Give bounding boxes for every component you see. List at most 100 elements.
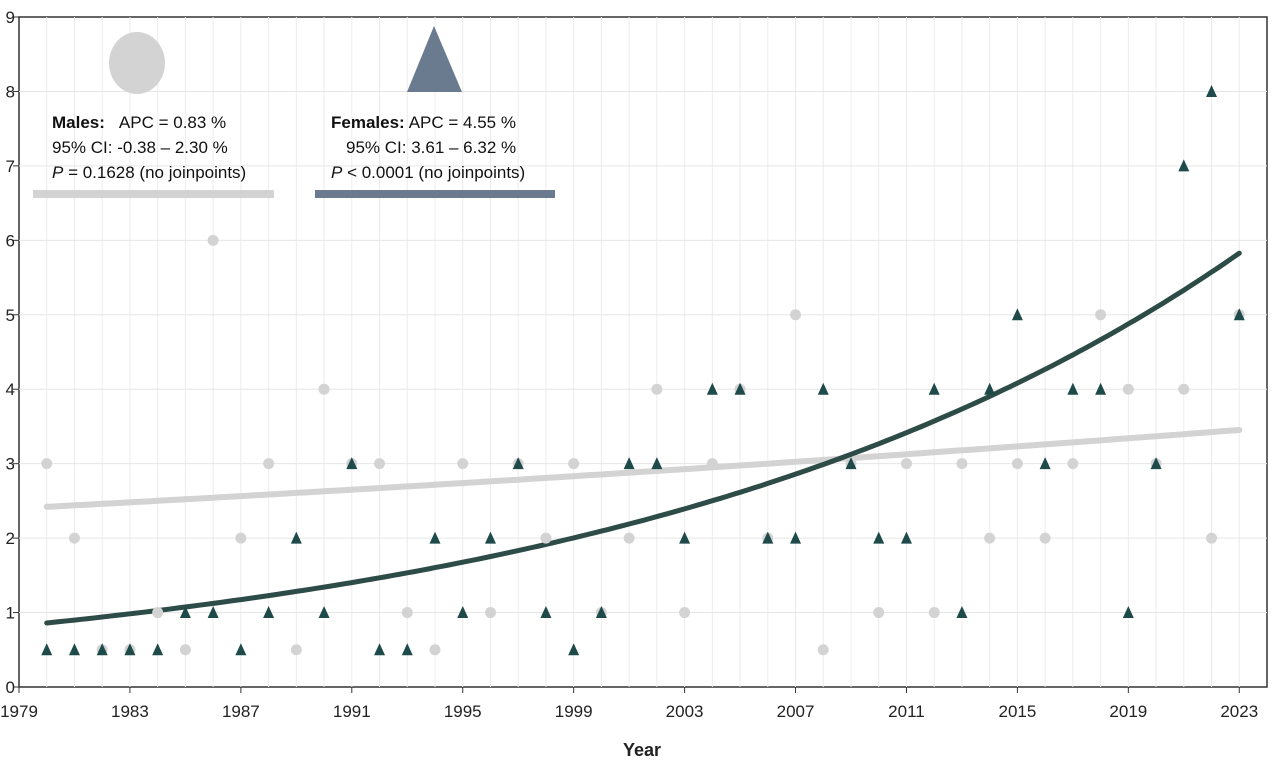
- point-females: [1233, 308, 1245, 321]
- point-males: [1178, 383, 1190, 395]
- grid: [19, 17, 1267, 687]
- x-tick-label: 1995: [444, 702, 482, 721]
- point-males: [152, 607, 164, 619]
- point-males: [706, 458, 718, 470]
- point-males: [484, 607, 496, 619]
- point-females: [346, 457, 358, 470]
- point-females: [900, 531, 912, 544]
- y-tick-label: 0: [6, 678, 15, 697]
- point-females: [984, 382, 996, 395]
- point-females: [706, 382, 718, 395]
- point-females: [484, 531, 496, 544]
- point-males: [651, 383, 663, 395]
- point-males: [540, 532, 552, 544]
- legend-males-ci: 95% CI: -0.38 – 2.30 %: [52, 138, 228, 157]
- x-tick-label: 1987: [222, 702, 260, 721]
- y-tick-label: 8: [6, 82, 15, 101]
- point-males: [374, 458, 386, 470]
- point-females: [290, 531, 302, 544]
- legend-males-p-letter: P: [52, 163, 64, 182]
- legend-males-label: Males:: [52, 113, 105, 132]
- point-males: [457, 458, 469, 470]
- point-females: [651, 457, 663, 470]
- y-tick-label: 3: [6, 455, 15, 474]
- point-females: [457, 606, 469, 619]
- point-females: [263, 606, 275, 619]
- point-females: [762, 531, 774, 544]
- point-females: [235, 643, 247, 656]
- x-tick-label: 2007: [777, 702, 815, 721]
- data-points: [41, 84, 1245, 656]
- point-males: [928, 607, 940, 619]
- point-males: [179, 644, 191, 656]
- point-males: [68, 532, 80, 544]
- point-females: [956, 606, 968, 619]
- point-females: [928, 382, 940, 395]
- point-females: [873, 531, 885, 544]
- point-females: [41, 643, 53, 656]
- y-tick-label: 7: [6, 157, 15, 176]
- point-females: [429, 531, 441, 544]
- x-tick-label: 1983: [111, 702, 149, 721]
- trend-line-males: [43, 427, 1243, 510]
- point-males: [1206, 532, 1218, 544]
- point-males: [956, 458, 968, 470]
- point-females: [540, 606, 552, 619]
- legend-females-triangle-symbol: [407, 26, 462, 92]
- point-males: [679, 607, 691, 619]
- point-males: [1122, 383, 1134, 395]
- point-females: [1095, 382, 1107, 395]
- x-tick-label: 2003: [666, 702, 704, 721]
- point-females: [152, 643, 164, 656]
- point-males: [290, 644, 302, 656]
- point-females: [512, 457, 524, 470]
- legend-females-apc: APC = 4.55 %: [409, 113, 516, 132]
- x-tick-label: 1979: [0, 702, 38, 721]
- point-males: [401, 607, 413, 619]
- plot-area: [18, 16, 1268, 688]
- legend-females-label: Females:: [331, 113, 405, 132]
- legend-females-line-swatch: [315, 190, 555, 198]
- y-tick-label: 4: [6, 380, 15, 399]
- y-axis-ticks: 0 1 2 3 4 5 6 7 8 9: [6, 8, 19, 697]
- point-females: [318, 606, 330, 619]
- point-males: [207, 234, 219, 246]
- x-tick-label: 2019: [1109, 702, 1147, 721]
- legend-males: Males: APC = 0.83 % 95% CI: -0.38 – 2.30 …: [33, 32, 274, 198]
- legend-males-pvalue-line: P = 0.1628 (no joinpoints): [52, 163, 246, 182]
- point-males: [41, 458, 53, 470]
- x-tick-label: 2011: [888, 702, 925, 721]
- legend-males-p-value: = 0.1628 (no joinpoints): [63, 163, 246, 182]
- legend-males-apc: APC = 0.83 %: [119, 113, 226, 132]
- point-males: [1039, 532, 1051, 544]
- point-females: [374, 643, 386, 656]
- trend-line-females: [44, 250, 1242, 626]
- point-males: [568, 458, 580, 470]
- y-tick-label: 6: [6, 231, 15, 250]
- legend-females-line1: Females: APC = 4.55 %: [331, 113, 516, 132]
- y-tick-label: 9: [6, 8, 15, 27]
- legend-females-p-letter: P: [331, 163, 343, 182]
- point-females: [401, 643, 413, 656]
- point-males: [1011, 458, 1023, 470]
- point-females: [568, 643, 580, 656]
- y-tick-label: 5: [6, 306, 15, 325]
- point-males: [623, 532, 635, 544]
- point-males: [817, 644, 829, 656]
- point-females: [68, 643, 80, 656]
- point-males: [235, 532, 247, 544]
- point-females: [96, 643, 108, 656]
- point-males: [984, 532, 996, 544]
- legend-females-p-value: < 0.0001 (no joinpoints): [342, 163, 525, 182]
- x-tick-label: 2023: [1220, 702, 1258, 721]
- point-females: [1178, 159, 1190, 172]
- x-tick-label: 1991: [333, 702, 371, 721]
- point-males: [1095, 309, 1107, 321]
- x-axis-title: Year: [623, 740, 661, 760]
- point-females: [817, 382, 829, 395]
- point-males: [318, 383, 330, 395]
- point-females: [179, 606, 191, 619]
- x-tick-label: 1999: [555, 702, 593, 721]
